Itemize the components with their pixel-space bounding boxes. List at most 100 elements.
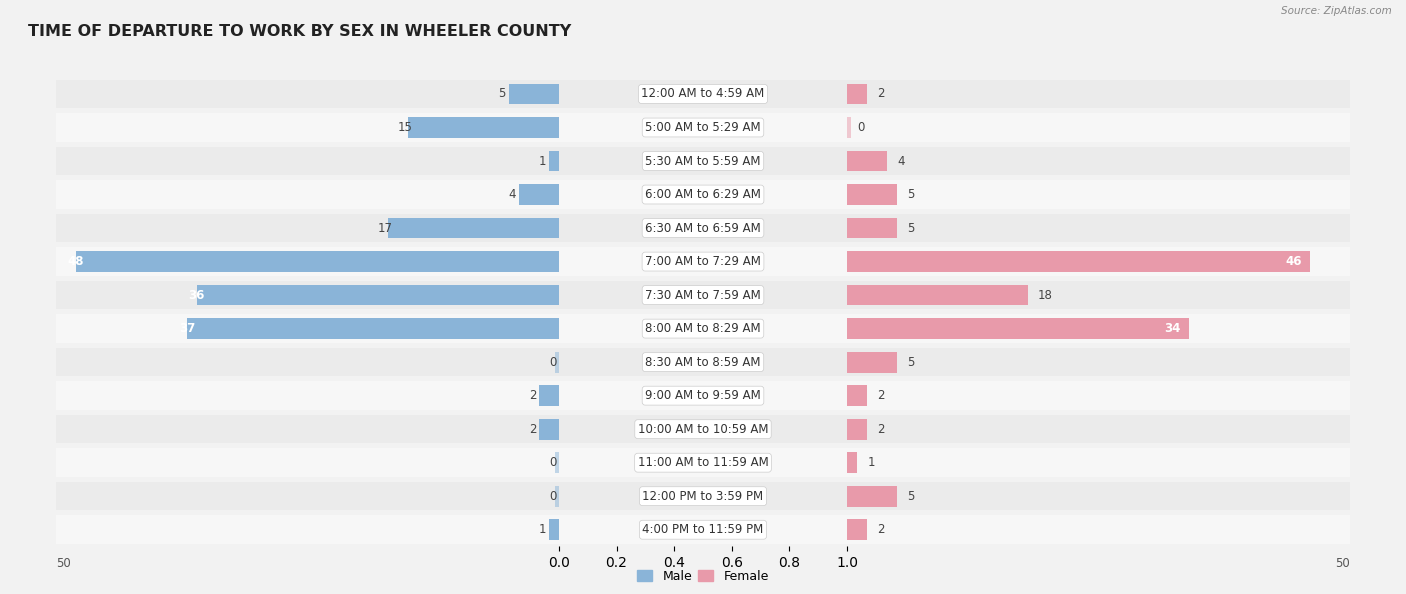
Text: 5:30 AM to 5:59 AM: 5:30 AM to 5:59 AM	[645, 154, 761, 168]
Bar	[846, 519, 868, 540]
Bar	[0, 482, 1406, 510]
Text: 5: 5	[907, 489, 915, 503]
Text: 7:00 AM to 7:29 AM: 7:00 AM to 7:29 AM	[645, 255, 761, 268]
Bar	[0, 516, 1406, 544]
Bar	[0, 181, 1406, 208]
Bar	[0, 247, 1406, 276]
Bar	[846, 84, 868, 105]
Text: 4: 4	[509, 188, 516, 201]
Text: 6:30 AM to 6:59 AM: 6:30 AM to 6:59 AM	[645, 222, 761, 235]
Bar	[0, 482, 1406, 510]
Bar	[0, 113, 1406, 142]
Bar	[0, 147, 1406, 175]
Bar	[0, 348, 1406, 377]
Text: 4:00 PM to 11:59 PM: 4:00 PM to 11:59 PM	[643, 523, 763, 536]
Bar	[0, 80, 1406, 108]
Bar	[0, 80, 1406, 108]
Text: Source: ZipAtlas.com: Source: ZipAtlas.com	[1281, 6, 1392, 16]
Bar	[0, 181, 1406, 208]
Bar	[846, 184, 897, 205]
Text: 48: 48	[67, 255, 84, 268]
Bar	[846, 419, 868, 440]
Text: 1: 1	[538, 523, 547, 536]
Bar	[0, 247, 1406, 276]
Bar	[548, 151, 560, 172]
Text: 5: 5	[907, 222, 915, 235]
Text: 0: 0	[548, 356, 557, 369]
Text: 1: 1	[868, 456, 875, 469]
Legend: Male, Female: Male, Female	[633, 565, 773, 587]
Bar	[0, 381, 1406, 410]
Bar	[555, 486, 560, 507]
Bar	[555, 452, 560, 473]
Bar	[538, 386, 560, 406]
Text: 5: 5	[907, 356, 915, 369]
Text: 1: 1	[538, 154, 547, 168]
Text: 46: 46	[1285, 255, 1302, 268]
Text: 2: 2	[529, 423, 536, 435]
Text: 10:00 AM to 10:59 AM: 10:00 AM to 10:59 AM	[638, 423, 768, 435]
Bar	[0, 516, 1406, 544]
Text: 2: 2	[877, 87, 884, 100]
Text: 4: 4	[897, 154, 905, 168]
Text: 8:30 AM to 8:59 AM: 8:30 AM to 8:59 AM	[645, 356, 761, 369]
Bar	[846, 217, 897, 238]
Bar	[197, 285, 560, 305]
Text: 2: 2	[877, 423, 884, 435]
Bar	[555, 352, 560, 372]
Text: 50: 50	[1336, 557, 1350, 570]
Bar	[846, 318, 1189, 339]
Text: TIME OF DEPARTURE TO WORK BY SEX IN WHEELER COUNTY: TIME OF DEPARTURE TO WORK BY SEX IN WHEE…	[28, 24, 571, 39]
Bar	[0, 181, 1406, 208]
Bar	[0, 448, 1406, 477]
Bar	[0, 415, 1406, 443]
Text: 5:00 AM to 5:29 AM: 5:00 AM to 5:29 AM	[645, 121, 761, 134]
Bar	[0, 214, 1406, 242]
Text: 2: 2	[877, 523, 884, 536]
Text: 0: 0	[548, 489, 557, 503]
Bar	[846, 486, 897, 507]
Bar	[538, 419, 560, 440]
Bar	[0, 348, 1406, 377]
Bar	[846, 352, 897, 372]
Bar	[846, 251, 1309, 272]
Text: 6:00 AM to 6:29 AM: 6:00 AM to 6:29 AM	[645, 188, 761, 201]
Bar	[0, 281, 1406, 309]
Text: 5: 5	[499, 87, 506, 100]
Text: 0: 0	[858, 121, 865, 134]
Text: 7:30 AM to 7:59 AM: 7:30 AM to 7:59 AM	[645, 289, 761, 302]
Bar	[0, 214, 1406, 242]
Bar	[0, 348, 1406, 377]
Bar	[0, 281, 1406, 309]
Bar	[0, 448, 1406, 477]
Bar	[0, 381, 1406, 410]
Bar	[519, 184, 560, 205]
Bar	[0, 113, 1406, 142]
Text: 11:00 AM to 11:59 AM: 11:00 AM to 11:59 AM	[638, 456, 768, 469]
Text: 2: 2	[877, 389, 884, 402]
Text: 12:00 AM to 4:59 AM: 12:00 AM to 4:59 AM	[641, 87, 765, 100]
Bar	[0, 214, 1406, 242]
Text: 2: 2	[529, 389, 536, 402]
Bar	[846, 117, 851, 138]
Text: 36: 36	[188, 289, 205, 302]
Bar	[0, 314, 1406, 343]
Text: 34: 34	[1164, 322, 1181, 335]
Text: 37: 37	[179, 322, 195, 335]
Bar	[0, 482, 1406, 510]
Text: 9:00 AM to 9:59 AM: 9:00 AM to 9:59 AM	[645, 389, 761, 402]
Bar	[0, 415, 1406, 443]
Text: 18: 18	[1038, 289, 1053, 302]
Bar	[0, 281, 1406, 309]
Bar	[0, 415, 1406, 443]
Bar	[846, 151, 887, 172]
Text: 50: 50	[56, 557, 70, 570]
Bar	[846, 452, 858, 473]
Bar	[388, 217, 560, 238]
Bar	[0, 314, 1406, 343]
Text: 8:00 AM to 8:29 AM: 8:00 AM to 8:29 AM	[645, 322, 761, 335]
Text: 15: 15	[398, 121, 413, 134]
Text: 0: 0	[548, 456, 557, 469]
Bar	[846, 285, 1028, 305]
Bar	[0, 516, 1406, 544]
